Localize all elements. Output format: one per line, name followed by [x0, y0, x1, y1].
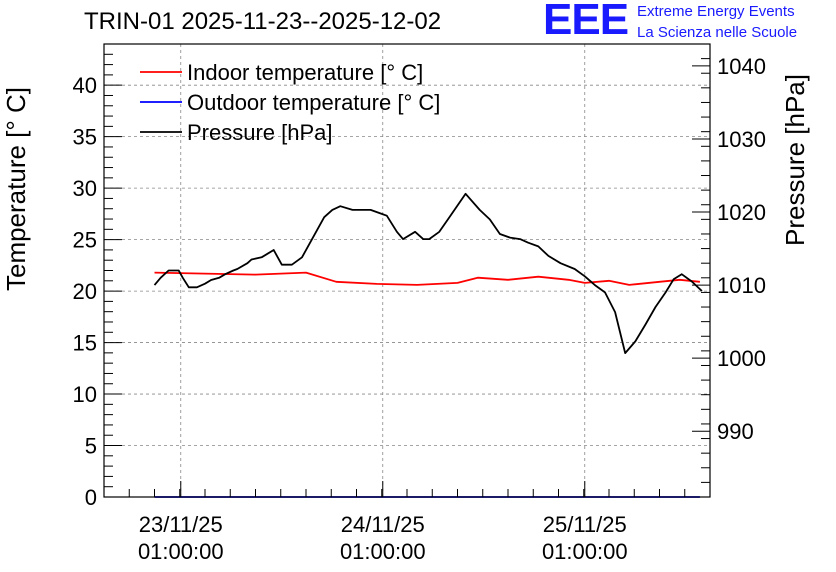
y-axis-label-right: Pressure [hPa]	[780, 74, 810, 246]
tick-labels: 0 5 10 15 20 25 30 35 40 990 1000 1010 1020 1030 1040 2…	[73, 54, 766, 564]
legend-label-0: Indoor temperature [° C]	[187, 60, 423, 85]
x-tick-label-time: 01:00:00	[138, 539, 224, 564]
legend-label-2: Pressure [hPa]	[187, 120, 333, 145]
series-line-2	[153, 192, 703, 355]
y-tick-label-left: 10	[73, 382, 97, 407]
y-tick-label-left: 0	[85, 485, 97, 510]
x-tick-label-date: 24/11/25	[341, 512, 425, 537]
x-tick-label-time: 01:00:00	[340, 539, 426, 564]
y-tick-label-right: 1000	[717, 346, 766, 371]
axes	[103, 43, 711, 498]
y-tick-label-right: 990	[717, 419, 754, 444]
y-tick-label-left: 25	[73, 228, 97, 253]
y-tick-label-left: 20	[73, 279, 97, 304]
y-axis-label-left: Temperature [° C]	[1, 87, 31, 291]
x-tick-label-time: 01:00:00	[542, 539, 628, 564]
x-tick-label-date: 23/11/25	[139, 512, 223, 537]
eee-logo: EEE	[543, 0, 629, 44]
x-tick-label-date: 25/11/25	[543, 512, 627, 537]
legend-label-1: Outdoor temperature [° C]	[187, 90, 440, 115]
y-tick-label-left: 40	[73, 73, 97, 98]
logo-text-line-2: La Scienza nelle Scuole	[637, 24, 798, 41]
y-tick-label-left: 15	[73, 331, 97, 356]
y-tick-label-right: 1020	[717, 200, 766, 225]
logo-text-line-1: Extreme Energy Events	[637, 3, 795, 20]
grid-lines	[104, 44, 710, 497]
series-line-0	[154, 271, 700, 286]
y-tick-label-left: 30	[73, 176, 97, 201]
y-tick-label-right: 1040	[717, 54, 766, 79]
legend: Indoor temperature [° C] Outdoor temperat…	[140, 60, 440, 145]
chart-title: TRIN-01 2025-11-23--2025-12-02	[84, 8, 442, 35]
y-tick-label-left: 5	[85, 434, 97, 459]
y-tick-label-right: 1010	[717, 273, 766, 298]
y-tick-label-left: 35	[73, 125, 97, 150]
y-tick-label-right: 1030	[717, 127, 766, 152]
